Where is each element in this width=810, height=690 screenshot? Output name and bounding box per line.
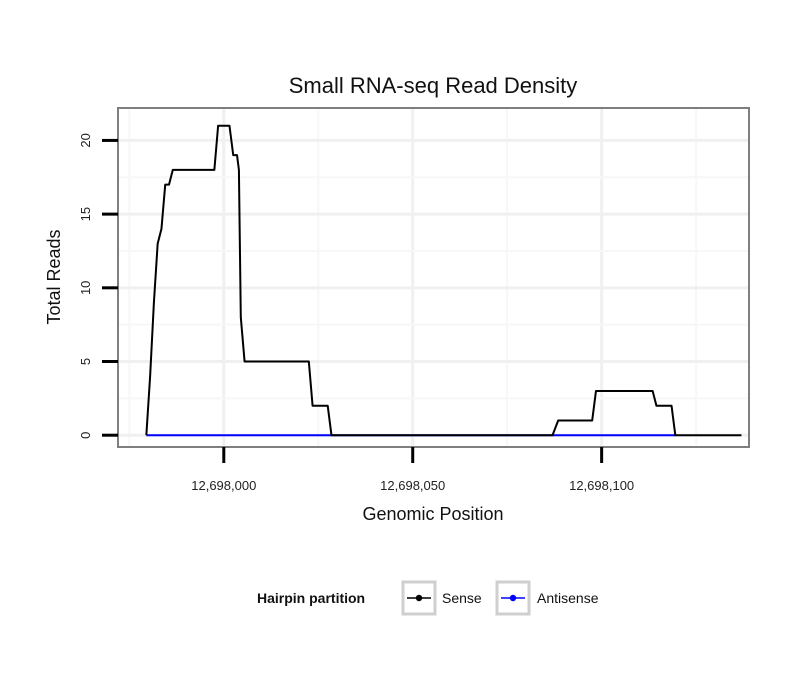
axes: 12,698,000 12,698,050 12,698,100 0 5 10 15 20: [78, 133, 634, 493]
y-tick-label: 15: [78, 207, 93, 221]
legend-label-sense: Sense: [442, 590, 482, 606]
series-line-sense: [145, 124, 742, 437]
y-tick-label: 20: [78, 133, 93, 147]
x-axis-label: Genomic Position: [362, 504, 503, 524]
grid: [118, 108, 749, 447]
y-axis-label: Total Reads: [44, 229, 64, 324]
legend: Hairpin partition Sense Antisense: [257, 580, 599, 616]
x-tick-label: 12,698,000: [191, 478, 256, 493]
chart-title: Small RNA-seq Read Density: [289, 73, 578, 98]
y-tick-label: 5: [78, 358, 93, 365]
y-tick-label: 0: [78, 432, 93, 439]
legend-title: Hairpin partition: [257, 590, 365, 606]
x-tick-label: 12,698,050: [380, 478, 445, 493]
legend-antisense-point: [509, 594, 517, 602]
legend-label-antisense: Antisense: [537, 590, 599, 606]
x-tick-label: 12,698,100: [569, 478, 634, 493]
series-layer: [145, 124, 742, 437]
legend-sense-point: [415, 594, 423, 602]
plot-panel-border: [117, 107, 750, 448]
y-tick-label: 10: [78, 281, 93, 295]
